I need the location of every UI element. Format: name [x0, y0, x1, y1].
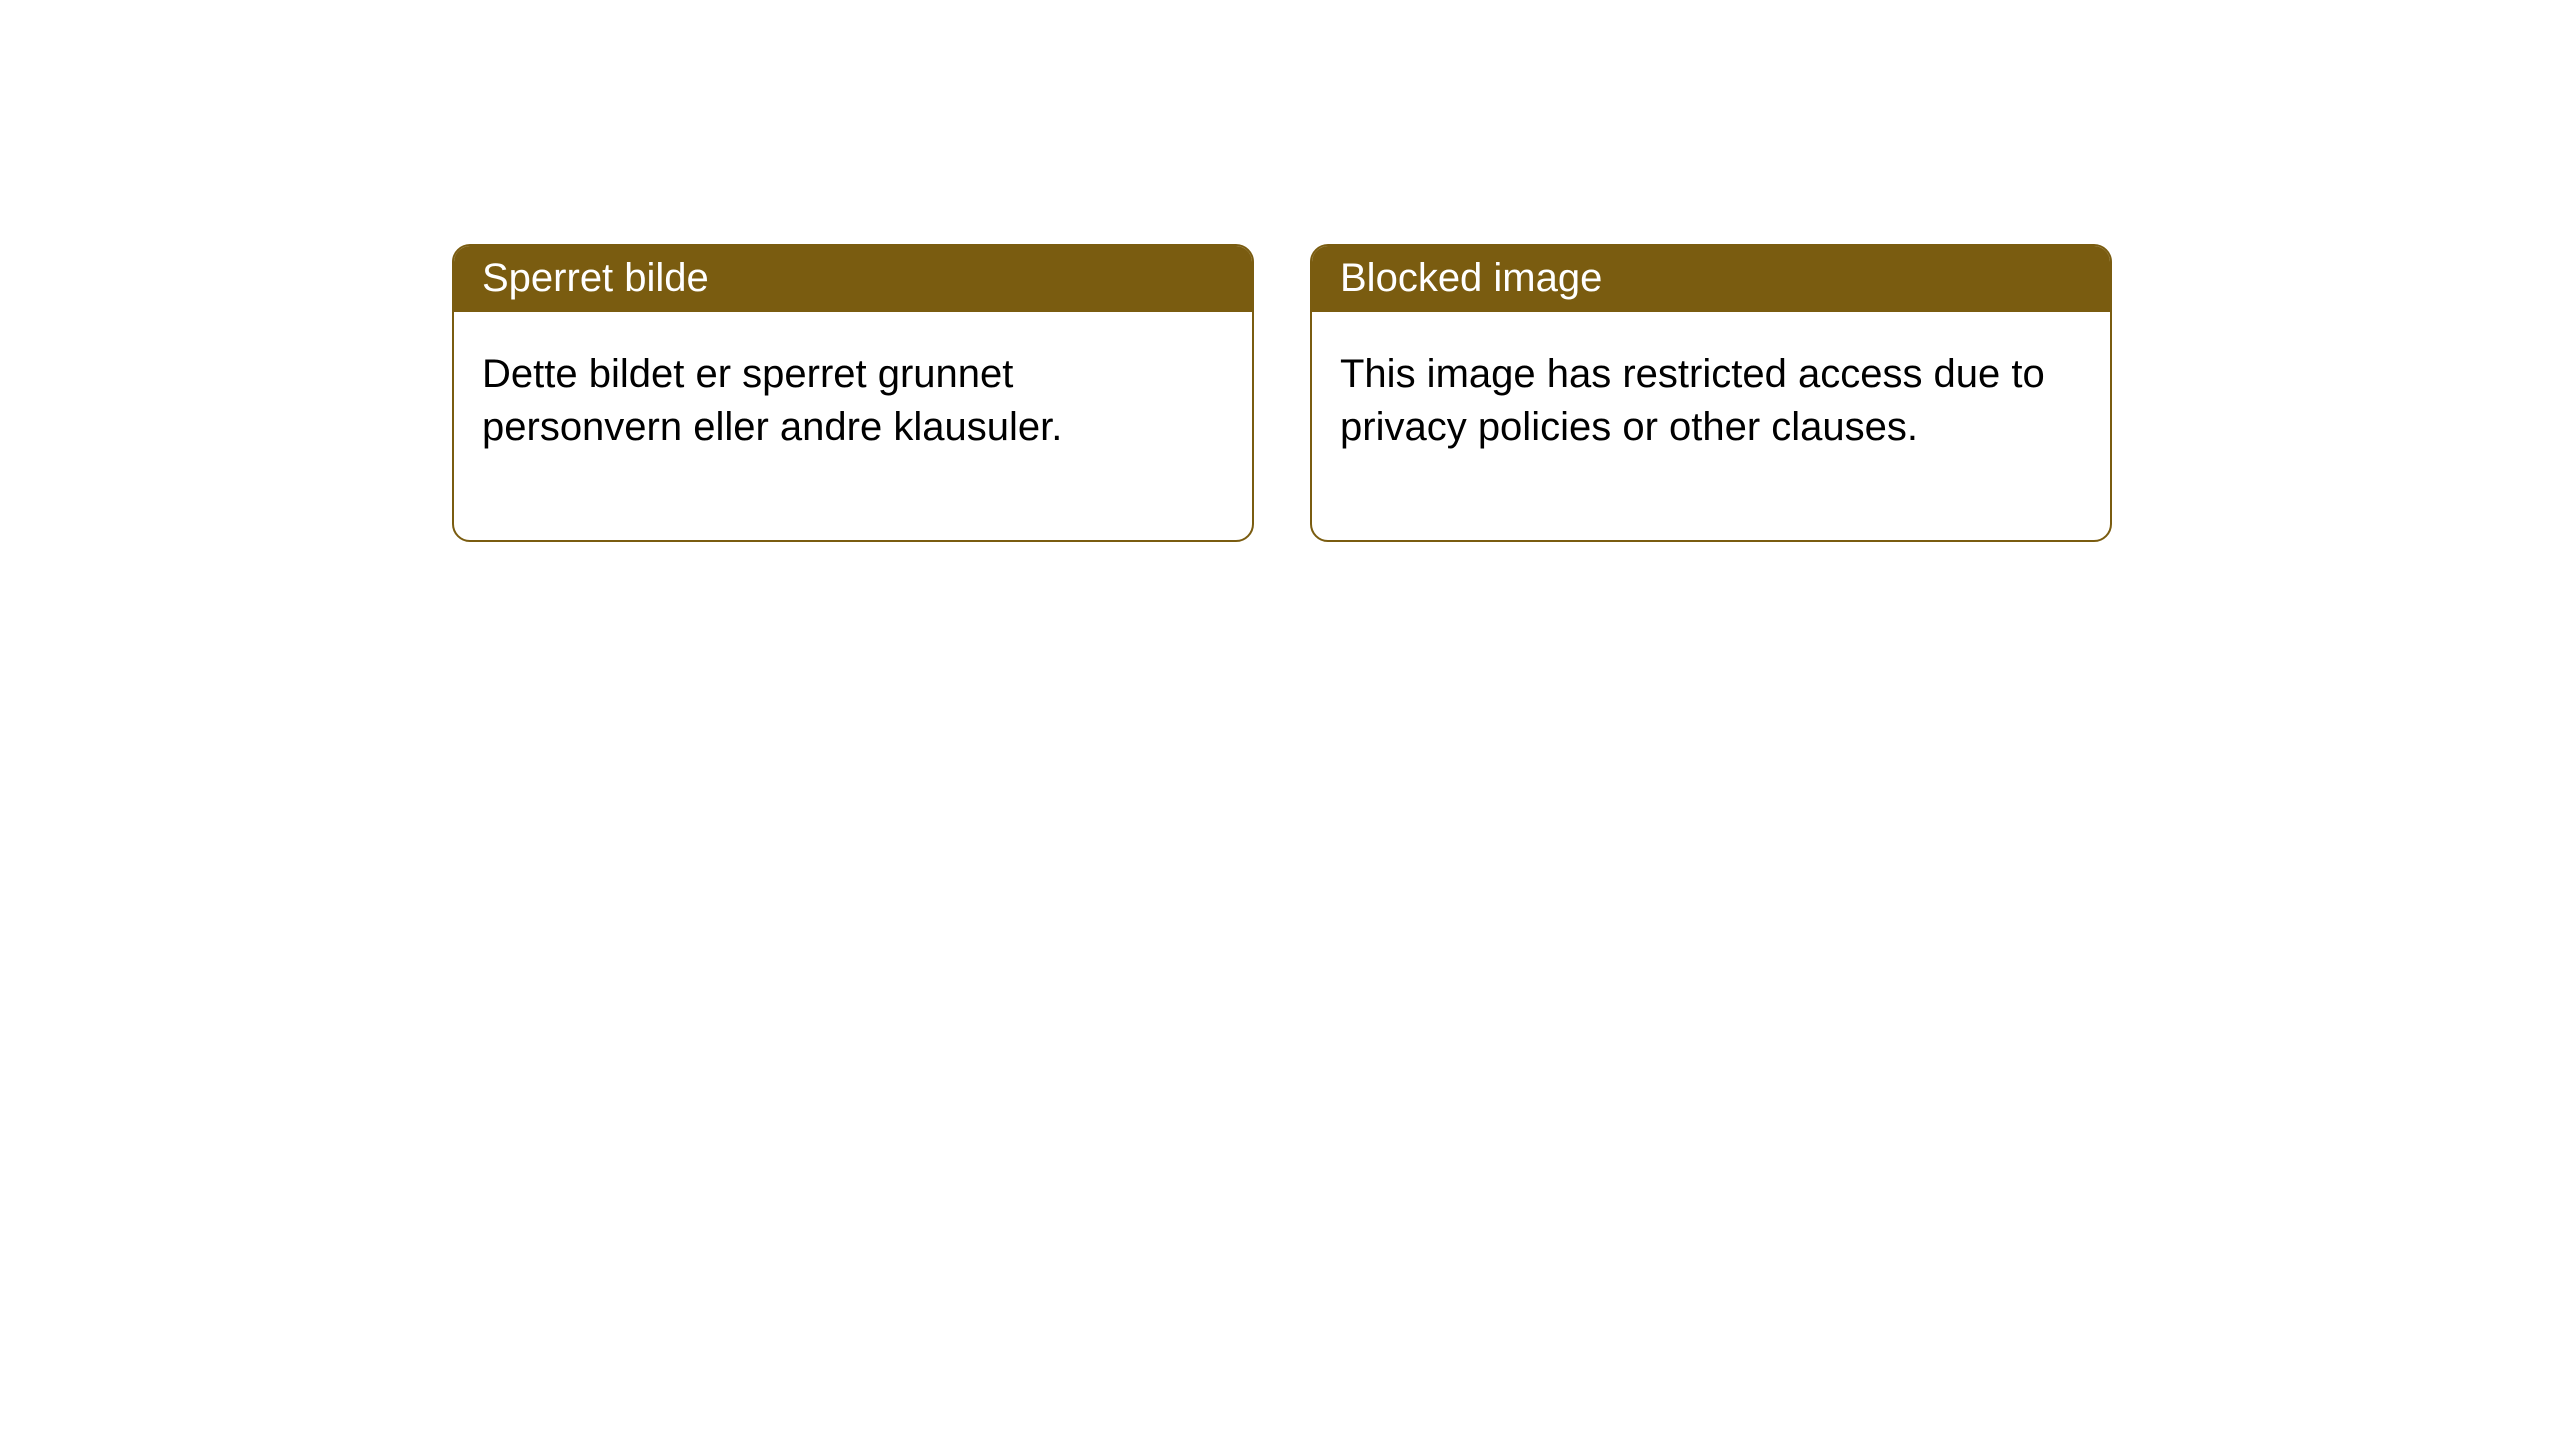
notice-card-en: Blocked image This image has restricted …: [1310, 244, 2112, 542]
notice-header-no: Sperret bilde: [454, 246, 1252, 312]
notice-container: Sperret bilde Dette bildet er sperret gr…: [452, 244, 2112, 542]
notice-body-en: This image has restricted access due to …: [1312, 312, 2110, 540]
notice-card-no: Sperret bilde Dette bildet er sperret gr…: [452, 244, 1254, 542]
notice-header-en: Blocked image: [1312, 246, 2110, 312]
notice-body-no: Dette bildet er sperret grunnet personve…: [454, 312, 1252, 540]
